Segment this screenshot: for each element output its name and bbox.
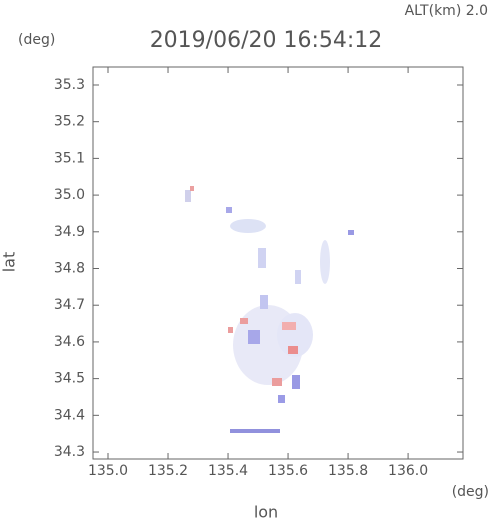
y-tick-label: 35.1 [54, 150, 85, 166]
altitude: ALT(km) 2.0 [405, 3, 488, 19]
x-unit: (deg) [452, 484, 489, 500]
echo [185, 190, 191, 202]
echo [258, 248, 266, 268]
plot-frame [92, 66, 464, 460]
y-tick-label: 34.9 [54, 224, 85, 240]
x-tick-label: 135.6 [268, 463, 308, 479]
y-tick-label: 35.2 [54, 114, 85, 130]
y-tick-label: 35.0 [54, 187, 85, 203]
echo [226, 207, 232, 213]
y-tick-label: 34.8 [54, 261, 85, 277]
echo [278, 395, 285, 403]
x-tick-label: 136.0 [388, 463, 428, 479]
echo [320, 240, 330, 284]
echo [292, 375, 300, 389]
echo [295, 270, 301, 284]
chart-title: 2019/06/20 16:54:12 [150, 28, 383, 53]
x-tick-label: 135.2 [148, 463, 188, 479]
echo [272, 378, 282, 386]
y-tick-label: 34.3 [54, 444, 85, 460]
y-tick-label: 34.7 [54, 297, 85, 313]
x-tick-label: 135.0 [88, 463, 128, 479]
echo [228, 327, 233, 333]
echo [230, 429, 280, 433]
radar-echoes [185, 186, 354, 433]
echo [230, 219, 266, 233]
y-tick-label: 34.6 [54, 334, 85, 350]
x-tick-label: 135.8 [328, 463, 368, 479]
y-tick-label: 34.5 [54, 371, 85, 387]
y-tick-label: 34.4 [54, 407, 85, 423]
x-axis-label: lon [254, 503, 278, 522]
echo [190, 186, 194, 191]
y-tick-label: 35.3 [54, 77, 85, 93]
echo [260, 295, 268, 309]
echo [282, 322, 296, 330]
x-tick-label: 135.4 [208, 463, 248, 479]
echo [288, 346, 298, 354]
y-axis-label: lat [0, 252, 19, 273]
echo [348, 230, 354, 235]
echo [240, 318, 248, 324]
y-unit: (deg) [18, 32, 55, 48]
echo [248, 330, 260, 344]
